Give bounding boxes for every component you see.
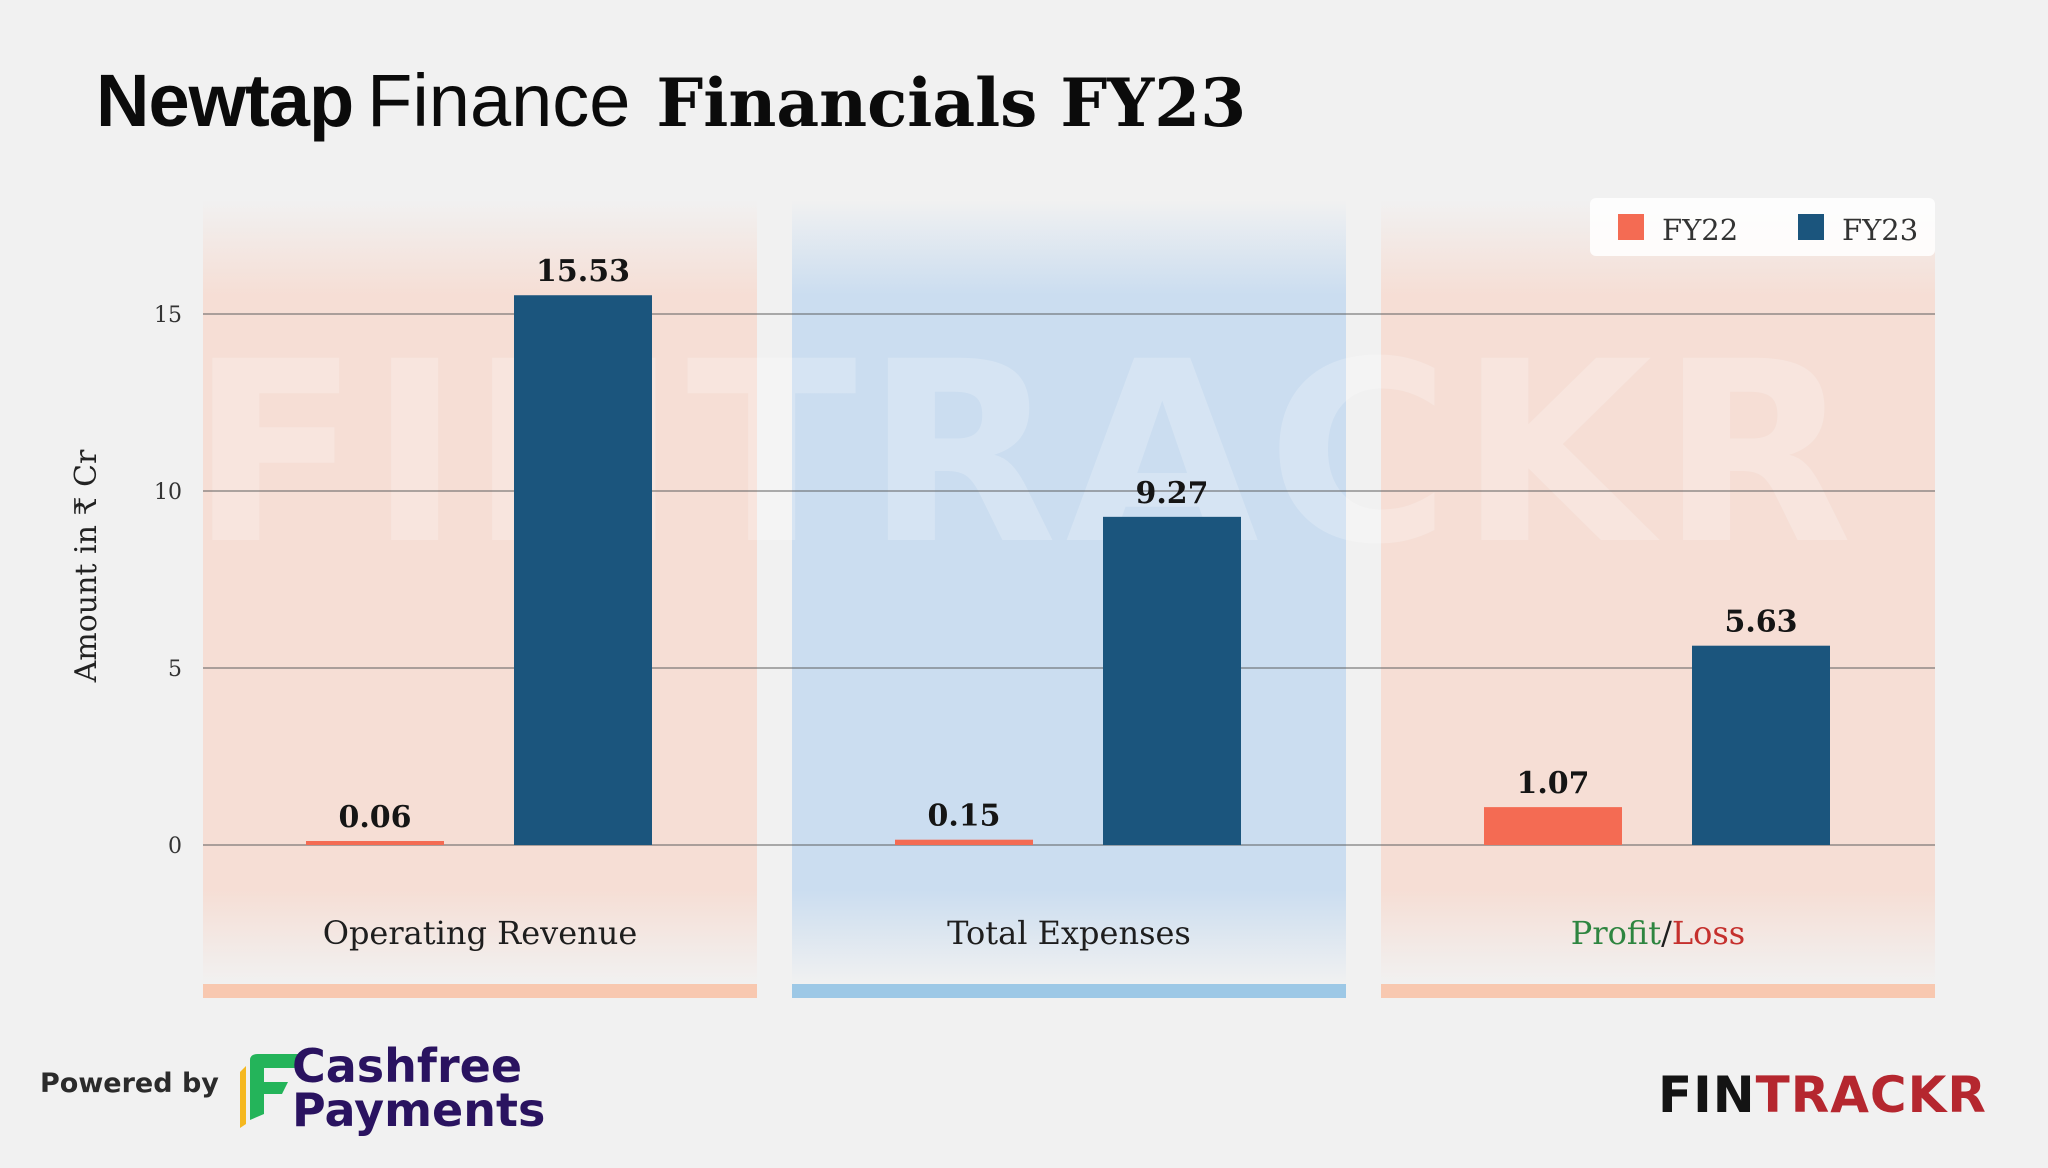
legend-box	[1590, 198, 1935, 256]
bar-fy23	[1103, 516, 1241, 845]
bar-fy22	[306, 841, 444, 845]
legend-label-fy22: FY22	[1662, 213, 1738, 247]
logo-part-1: FIN	[1658, 1066, 1756, 1124]
category-panel	[203, 200, 757, 985]
watermark-text: FINTRACKR	[189, 308, 1860, 599]
bar-fy22	[1484, 807, 1622, 845]
category-panel	[792, 200, 1346, 985]
title-brand-regular: Finance	[367, 59, 631, 142]
category-strip	[1381, 984, 1935, 998]
category-strip	[203, 984, 757, 998]
sponsor-line-1: Cashfree	[292, 1039, 523, 1093]
x-category-label-part: /	[1661, 914, 1672, 952]
category-panel	[1381, 200, 1935, 985]
data-label: 5.63	[1724, 605, 1797, 640]
data-label: 15.53	[536, 254, 630, 289]
page-title: Newtap Finance Financials FY23	[96, 58, 1246, 143]
y-tick-label: 5	[168, 657, 182, 682]
title-brand-bold: Newtap	[96, 59, 354, 142]
legend-swatch-fy22	[1618, 214, 1644, 240]
bar-fy23	[1692, 645, 1830, 845]
sponsor-line-2: Payments	[292, 1083, 546, 1137]
x-category-label-part: Operating Revenue	[323, 914, 638, 952]
y-tick-label: 10	[154, 480, 182, 505]
y-tick-label: 15	[154, 303, 182, 328]
legend-label-fy23: FY23	[1842, 213, 1918, 247]
sponsor-name: Cashfree Payments	[292, 1039, 546, 1137]
x-category-label-part: Loss	[1672, 914, 1745, 952]
legend: FY22 FY23	[1590, 198, 1935, 256]
title-rest: Financials FY23	[656, 64, 1247, 142]
y-tick-label: 0	[168, 834, 182, 859]
x-category-label: Operating Revenue	[323, 914, 638, 952]
x-category-label: Total Expenses	[947, 914, 1191, 952]
data-label: 9.27	[1135, 476, 1208, 511]
x-category-label-part: Total Expenses	[947, 914, 1191, 952]
bar-fy22	[895, 839, 1033, 845]
x-category-label: Profit/Loss	[1571, 914, 1745, 952]
cashfree-logo-icon	[240, 1054, 306, 1128]
fintrackr-logo: FINTRACKR	[1658, 1066, 1987, 1124]
y-axis-label: Amount in ₹ Cr	[69, 449, 104, 683]
bar-fy23	[514, 295, 652, 845]
x-category-label-part: Profit	[1571, 914, 1661, 952]
logo-part-2: TRACKR	[1755, 1066, 1987, 1124]
category-strip	[792, 984, 1346, 998]
data-label: 1.07	[1516, 766, 1589, 801]
data-label: 0.15	[927, 799, 1000, 834]
data-label: 0.06	[338, 800, 411, 835]
legend-swatch-fy23	[1798, 214, 1824, 240]
powered-by-label: Powered by	[40, 1068, 219, 1099]
